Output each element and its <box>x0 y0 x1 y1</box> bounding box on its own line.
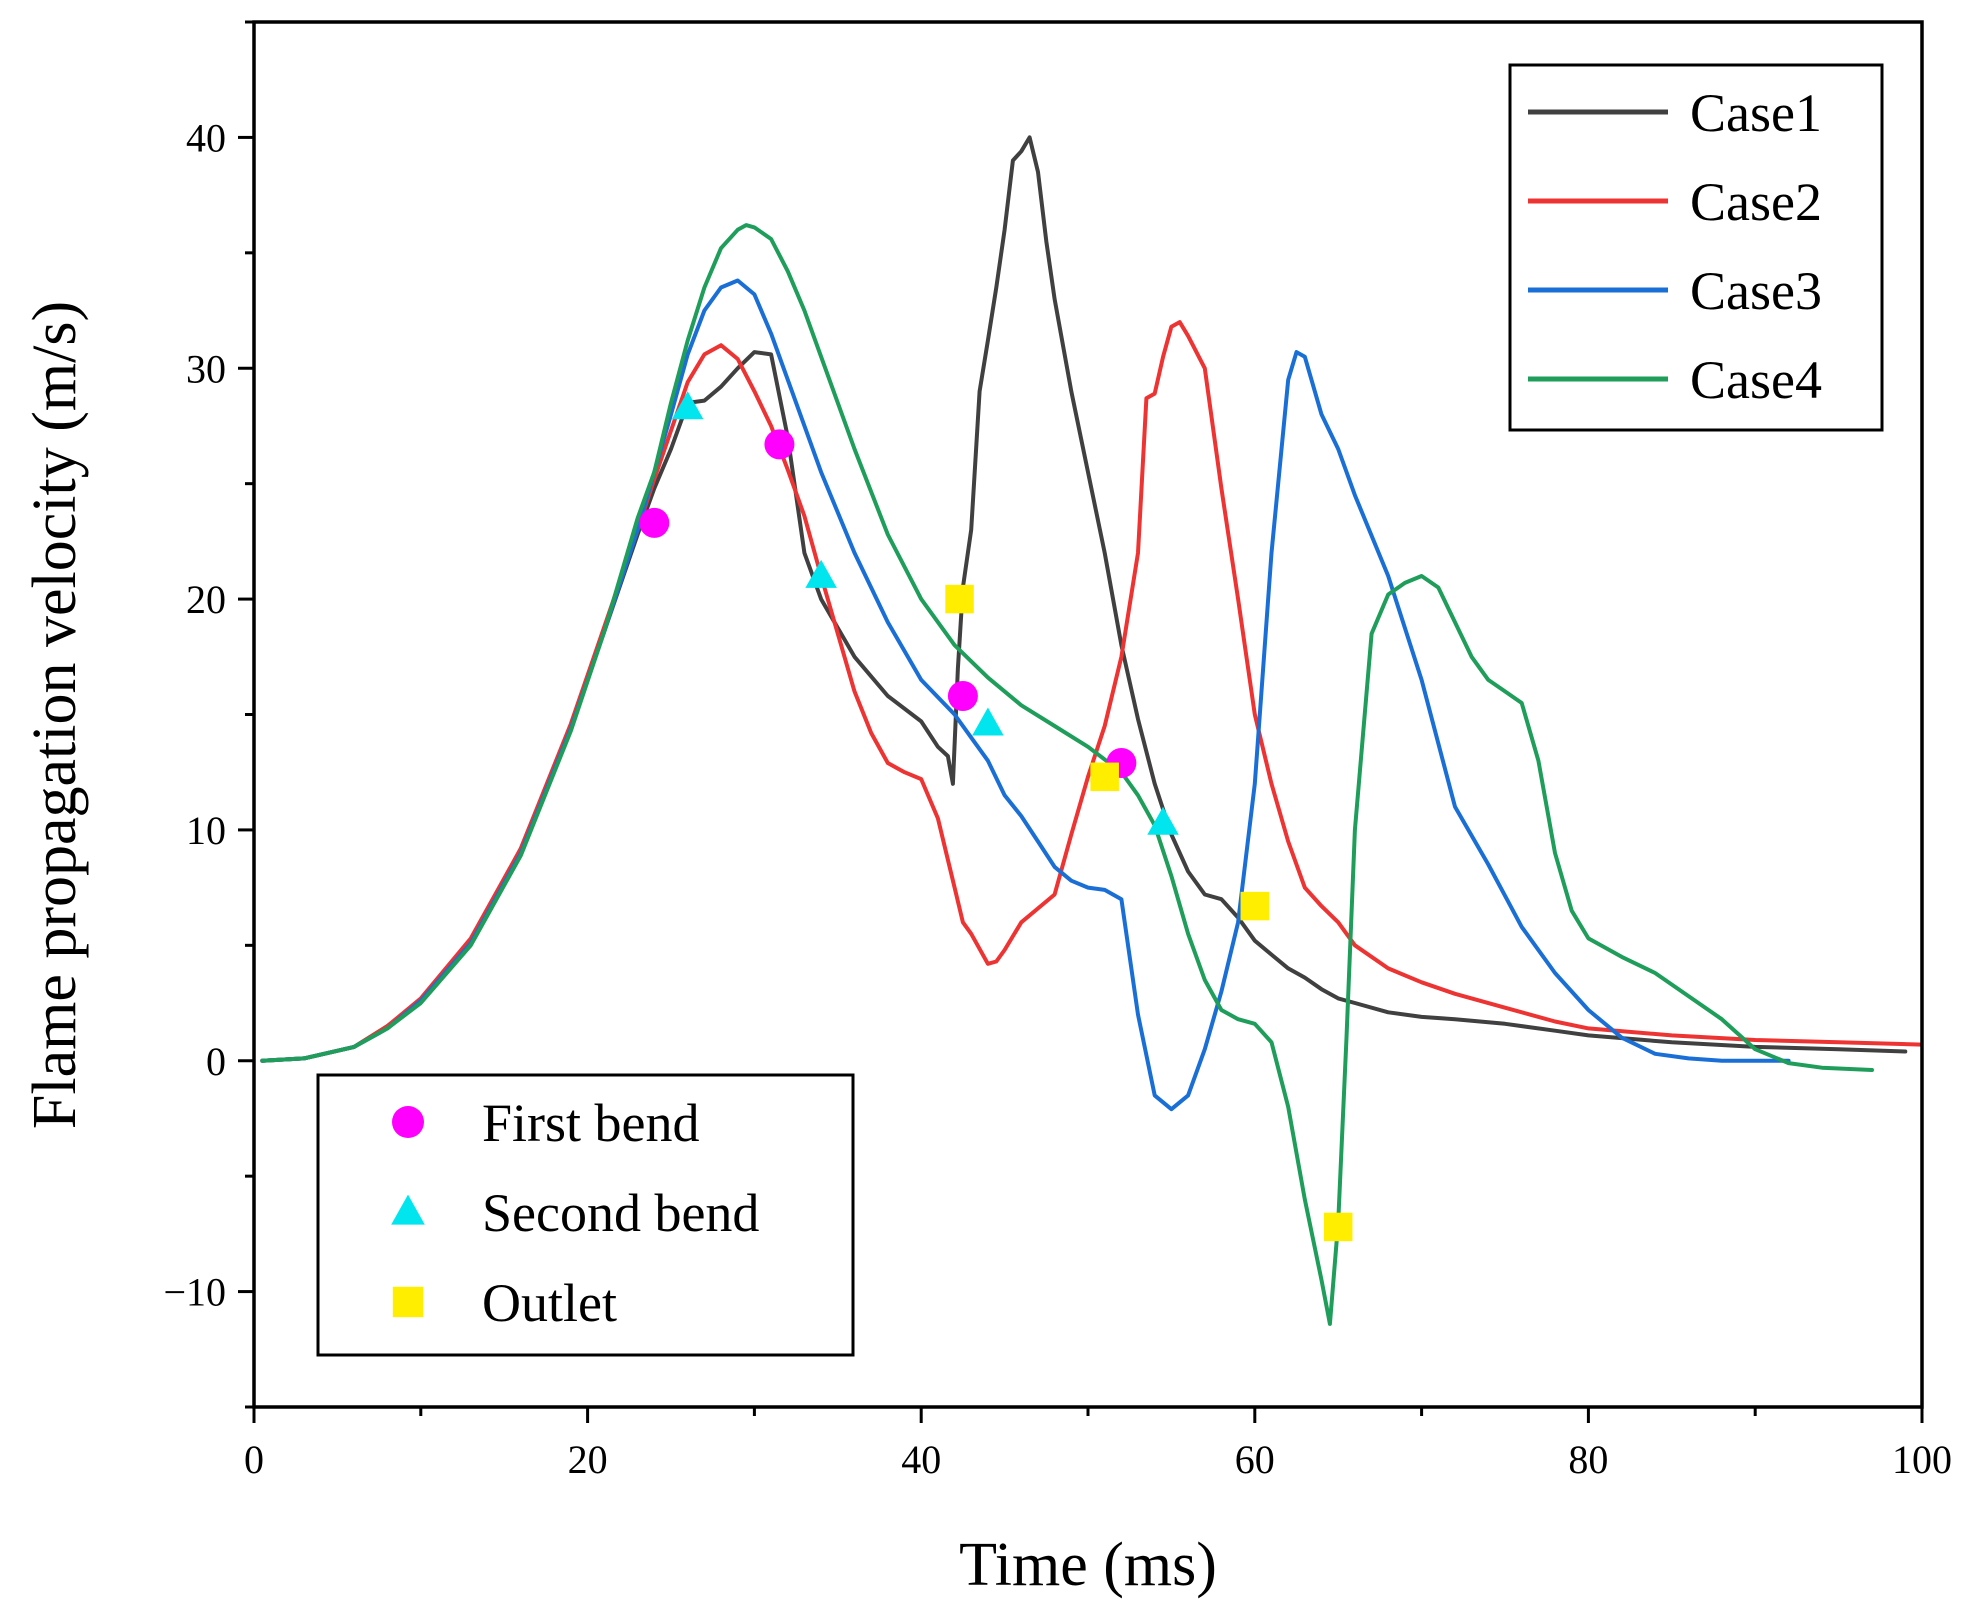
marker-first-bend <box>764 429 795 460</box>
marker-second-bend <box>805 559 837 588</box>
marker-second-bend <box>972 707 1004 736</box>
marker-second-bend <box>1147 806 1179 835</box>
y-tick-label: 40 <box>186 115 226 160</box>
series-line-case4 <box>260 223 1874 1326</box>
marker-outlet <box>945 584 974 614</box>
x-tick-label: 80 <box>1568 1437 1608 1482</box>
series-line-case2 <box>260 320 1922 1063</box>
x-tick-label: 20 <box>568 1437 608 1482</box>
marker-first-bend <box>947 681 978 712</box>
marker-second-bend <box>671 391 704 420</box>
legend-label-second-bend: Second bend <box>482 1183 759 1243</box>
marker-outlet <box>1240 891 1270 921</box>
legend-lines: Case1 Case2 Case3 Case4 <box>1508 63 1884 432</box>
marker-first-bend <box>639 507 670 538</box>
legend-marker-second-bend <box>391 1194 425 1225</box>
x-tick-label: 40 <box>901 1437 941 1482</box>
y-tick-label: 30 <box>186 346 226 391</box>
x-tick-label: 60 <box>1235 1437 1275 1482</box>
legend-marker-first-bend <box>392 1106 424 1138</box>
legend-markers: First bend Second bend Outlet <box>316 1073 855 1357</box>
legend-label-case3: Case3 <box>1690 261 1822 321</box>
x-tick-label: 100 <box>1892 1437 1952 1482</box>
series-line-case1 <box>260 135 1908 1063</box>
legend-lines-box <box>1508 63 1884 432</box>
legend-label-case1: Case1 <box>1690 83 1822 143</box>
y-tick-label: 0 <box>206 1039 226 1084</box>
x-tick-label: 0 <box>244 1437 264 1482</box>
marker-outlet <box>1090 762 1119 792</box>
legend-label-first-bend: First bend <box>482 1093 700 1153</box>
legend-label-case2: Case2 <box>1690 172 1822 232</box>
x-axis-title: Time (ms) <box>959 1531 1217 1599</box>
y-tick-label: 20 <box>186 577 226 622</box>
y-axis-title: Flame propagation velocity (m/s) <box>21 301 89 1129</box>
legend-label-case4: Case4 <box>1690 350 1822 410</box>
marker-outlet <box>1323 1212 1353 1242</box>
legend-marker-outlet <box>392 1286 424 1318</box>
y-tick-label: −10 <box>163 1270 226 1315</box>
y-tick-label: 10 <box>186 808 226 853</box>
legend-label-outlet: Outlet <box>482 1273 617 1333</box>
